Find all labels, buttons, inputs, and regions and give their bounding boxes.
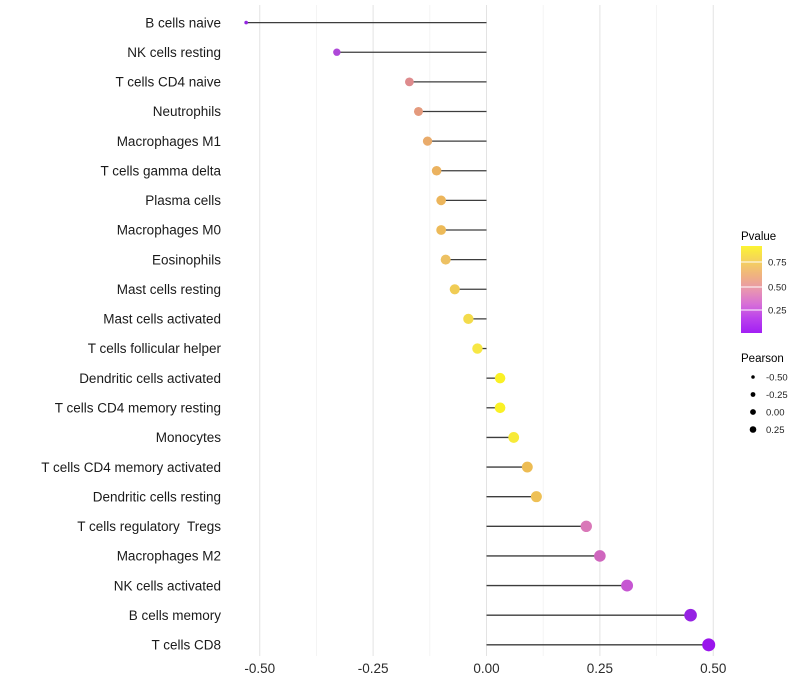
lollipop-dot xyxy=(449,284,460,295)
x-axis-tick-labels: -0.50 -0.25 0.00 0.25 0.50 xyxy=(244,661,726,676)
y-axis-label: Mast cells activated xyxy=(103,312,221,327)
lollipop-dot xyxy=(621,579,634,592)
y-axis-label: NK cells activated xyxy=(114,578,221,593)
pvalue-legend-title: Pvalue xyxy=(741,231,776,243)
lollipop-dot xyxy=(702,638,716,652)
pearson-size-legend: -0.50 -0.25 0.00 0.25 xyxy=(749,372,788,436)
lollipop-dot xyxy=(413,106,423,116)
pearson-legend-dot xyxy=(750,392,756,397)
pearson-legend-label: -0.25 xyxy=(766,390,788,401)
pearson-legend-dot xyxy=(749,426,757,433)
lollipop-dot xyxy=(508,432,520,443)
y-axis-label: Mast cells resting xyxy=(117,282,221,297)
y-axis-label: Dendritic cells resting xyxy=(93,489,221,504)
lollipop-dot xyxy=(521,461,533,473)
lollipop-dot xyxy=(494,402,506,414)
lollipop-dot xyxy=(684,608,697,622)
pvalue-colorbar-labels: 0.75 0.50 0.25 xyxy=(768,257,787,316)
lollipop-sticks xyxy=(246,21,709,646)
y-axis-label: T cells CD8 xyxy=(151,638,221,653)
y-axis-labels: B cells naive NK cells resting T cells CD4… xyxy=(41,15,221,652)
lollipop-dot xyxy=(436,195,446,206)
pearson-legend-label: 0.00 xyxy=(766,407,785,418)
legend: Pvalue 0.75 0.50 0.25 Pearson -0.50 -0.25 0.… xyxy=(741,231,788,436)
y-axis-label: Neutrophils xyxy=(153,104,222,119)
y-axis-label: T cells follicular helper xyxy=(88,341,222,356)
lollipop-dots xyxy=(244,20,716,652)
x-axis-tick-label: -0.25 xyxy=(358,661,389,676)
lollipop-dot xyxy=(530,491,542,503)
y-axis-label: Monocytes xyxy=(156,430,222,445)
lollipop-dot xyxy=(463,313,474,325)
lollipop-dot xyxy=(333,48,341,56)
pvalue-colorbar-ticks xyxy=(741,261,762,311)
y-axis-label: B cells memory xyxy=(129,608,222,623)
y-axis-label: B cells naive xyxy=(145,15,221,30)
y-axis-label: Dendritic cells activated xyxy=(79,371,221,386)
y-axis-label: T cells regulatory Tregs xyxy=(77,519,221,534)
colorbar-tick-label: 0.75 xyxy=(768,257,787,268)
pearson-legend-dot xyxy=(750,409,756,415)
lollipop-dot xyxy=(594,550,606,562)
x-axis-tick-label: -0.50 xyxy=(244,661,275,676)
y-axis-label: NK cells resting xyxy=(127,45,221,60)
y-axis-label: Plasma cells xyxy=(145,193,221,208)
lollipop-dot xyxy=(436,225,447,235)
pearson-legend-title: Pearson xyxy=(741,353,784,365)
lollipop-dot xyxy=(422,136,433,146)
y-axis-label: Macrophages M2 xyxy=(117,549,221,564)
x-axis-tick-label: 0.00 xyxy=(473,661,499,676)
pearson-legend-dot xyxy=(751,375,755,379)
colorbar-tick-label: 0.25 xyxy=(768,305,787,316)
lollipop-dot xyxy=(472,343,483,354)
colorbar-tick-label: 0.50 xyxy=(768,282,787,293)
pearson-legend-label: 0.25 xyxy=(766,425,785,436)
gridlines xyxy=(259,5,714,656)
y-axis-label: T cells CD4 memory activated xyxy=(41,460,221,475)
lollipop-dot xyxy=(440,254,451,265)
pvalue-colorbar xyxy=(741,246,762,333)
lollipop-dot xyxy=(405,77,414,87)
x-axis-tick-label: 0.50 xyxy=(700,661,726,676)
y-axis-label: T cells CD4 naive xyxy=(115,75,221,90)
y-axis-label: Eosinophils xyxy=(152,252,221,267)
lollipop-dot xyxy=(580,520,592,533)
y-axis-label: Macrophages M1 xyxy=(117,134,221,149)
pearson-legend-label: -0.50 xyxy=(766,372,788,383)
lollipop-dot xyxy=(244,20,248,25)
lollipop-dot xyxy=(431,165,442,176)
y-axis-label: T cells CD4 memory resting xyxy=(55,400,221,415)
lollipop-dot xyxy=(494,372,506,384)
y-axis-label: T cells gamma delta xyxy=(100,163,221,178)
y-axis-label: Macrophages M0 xyxy=(117,223,221,238)
x-axis-tick-label: 0.25 xyxy=(587,661,613,676)
